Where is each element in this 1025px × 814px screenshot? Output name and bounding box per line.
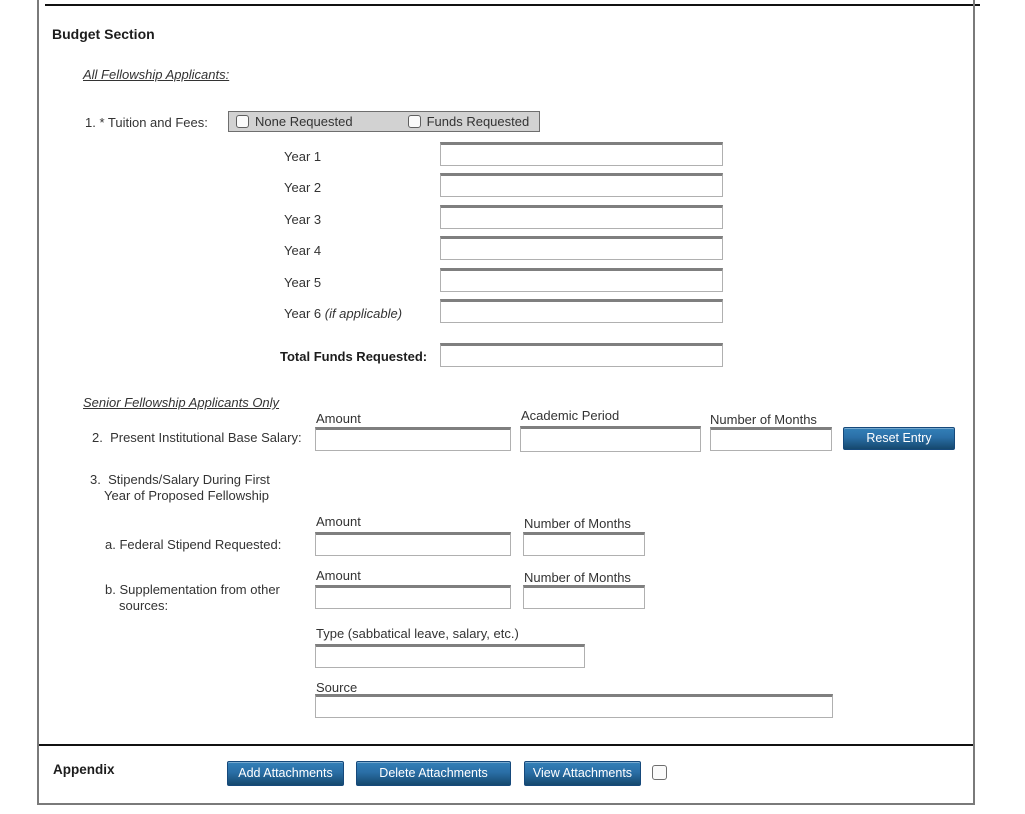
- academic-period-input[interactable]: [520, 426, 701, 452]
- supplementation-type-input[interactable]: [315, 644, 585, 668]
- federal-stipend-amount-input[interactable]: [315, 532, 511, 556]
- item3b-label-line1: b. Supplementation from other: [105, 582, 280, 597]
- year5-input[interactable]: [440, 268, 723, 292]
- base-salary-months-label: Number of Months: [710, 412, 817, 427]
- all-fellowship-applicants-heading: All Fellowship Applicants:: [83, 67, 230, 82]
- academic-period-label: Academic Period: [521, 408, 620, 423]
- federal-stipend-amount-label: Amount: [316, 514, 361, 529]
- year4-label: Year 4: [284, 243, 322, 258]
- appendix-checkbox[interactable]: [652, 765, 667, 780]
- frame-right-border: [973, 0, 975, 805]
- item3-label-line1: 3. Stipends/Salary During First: [90, 472, 270, 487]
- total-funds-requested-input[interactable]: [440, 343, 723, 367]
- add-attachments-button[interactable]: Add Attachments: [227, 761, 344, 786]
- supplementation-amount-input[interactable]: [315, 585, 511, 609]
- year2-label: Year 2: [284, 180, 322, 195]
- year5-label: Year 5: [284, 275, 322, 290]
- none-requested-checkbox[interactable]: [236, 115, 249, 128]
- base-salary-amount-label: Amount: [316, 411, 361, 426]
- year6-label-text: Year 6: [284, 306, 325, 321]
- year3-input[interactable]: [440, 205, 723, 229]
- item3a-label: a. Federal Stipend Requested:: [105, 537, 282, 552]
- reset-entry-button[interactable]: Reset Entry: [843, 427, 955, 450]
- item3-label-line2: Year of Proposed Fellowship: [104, 488, 270, 503]
- year6-if-applicable-note: (if applicable): [324, 306, 403, 321]
- year6-input[interactable]: [440, 299, 723, 323]
- supplementation-source-input[interactable]: [315, 694, 833, 718]
- delete-attachments-button[interactable]: Delete Attachments: [356, 761, 511, 786]
- base-salary-months-input[interactable]: [710, 427, 832, 451]
- view-attachments-button[interactable]: View Attachments: [524, 761, 641, 786]
- supplementation-source-label: Source: [316, 680, 358, 695]
- budget-section-title: Budget Section: [52, 26, 155, 42]
- frame-left-border: [37, 0, 39, 805]
- federal-stipend-months-input[interactable]: [523, 532, 645, 556]
- year4-input[interactable]: [440, 236, 723, 260]
- year6-label: Year 6 (if applicable): [284, 306, 402, 321]
- tuition-option-bar: None Requested Funds Requested: [228, 111, 540, 132]
- appendix-title: Appendix: [53, 762, 115, 777]
- supplementation-type-label: Type (sabbatical leave, salary, etc.): [316, 626, 519, 641]
- item3b-label-line2: sources:: [119, 598, 169, 613]
- tuition-and-fees-label: 1. * Tuition and Fees:: [85, 115, 208, 130]
- federal-stipend-months-label: Number of Months: [524, 516, 631, 531]
- item2-label: 2. Present Institutional Base Salary:: [92, 430, 302, 445]
- top-rule-line: [45, 4, 980, 6]
- frame-bottom-border: [37, 803, 975, 805]
- supplementation-months-input[interactable]: [523, 585, 645, 609]
- funds-requested-checkbox[interactable]: [407, 115, 421, 128]
- year1-input[interactable]: [440, 142, 723, 166]
- supplementation-amount-label: Amount: [316, 568, 361, 583]
- senior-fellowship-heading: Senior Fellowship Applicants Only: [83, 395, 280, 410]
- base-salary-amount-input[interactable]: [315, 427, 511, 451]
- total-funds-requested-label: Total Funds Requested:: [280, 349, 428, 364]
- supplementation-months-label: Number of Months: [524, 570, 631, 585]
- year1-label: Year 1: [284, 149, 322, 164]
- appendix-divider-line: [39, 744, 973, 746]
- funds-requested-label: Funds Requested: [426, 114, 530, 129]
- none-requested-label: None Requested: [255, 114, 353, 129]
- year2-input[interactable]: [440, 173, 723, 197]
- year3-label: Year 3: [284, 212, 322, 227]
